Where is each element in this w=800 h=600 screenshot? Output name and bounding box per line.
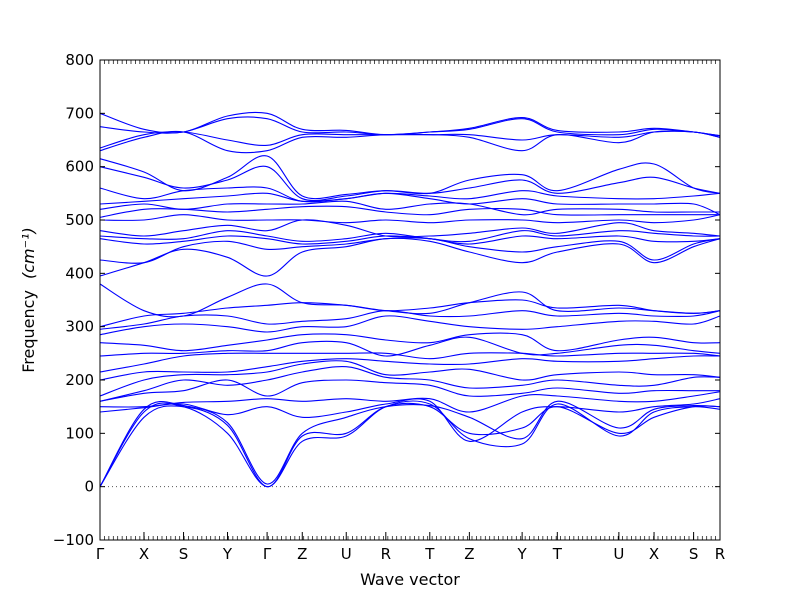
band-line-15 (99, 291, 721, 328)
y-tick-label: 100 (65, 424, 94, 442)
band-line-18 (99, 237, 721, 264)
x-tick-label: T (552, 545, 563, 563)
plot-frame (99, 59, 721, 541)
y-axis-ticks: −100 0 100 200 300 400 500 600 700 800 (53, 51, 720, 549)
x-tick-label: S (179, 545, 189, 563)
y-axis-label-unit: (cm⁻¹) (19, 227, 38, 279)
x-axis-label: Wave vector (360, 570, 460, 589)
band-line-27 (99, 165, 721, 202)
x-tick-label: U (341, 545, 352, 563)
band-line-26 (99, 186, 721, 203)
y-tick-label: 700 (65, 104, 94, 122)
x-tick-label: U (613, 545, 624, 563)
band-line-22 (99, 214, 721, 224)
y-tick-label: 0 (84, 478, 94, 496)
band-line-10 (99, 352, 721, 373)
band-line-17 (99, 237, 721, 277)
band-line-23 (99, 205, 720, 218)
y-tick-label: 400 (65, 264, 94, 282)
x-tick-label: Γ (263, 545, 272, 563)
x-tick-label: Z (297, 545, 307, 563)
band-line-13 (99, 315, 721, 336)
x-tick-label: Y (517, 545, 528, 563)
band-line-12 (99, 332, 721, 352)
band-line-8 (99, 360, 721, 397)
band-lines (99, 111, 721, 488)
y-tick-label: 600 (65, 158, 94, 176)
band-line-24 (99, 200, 720, 216)
y-tick-label: 300 (65, 318, 94, 336)
x-tick-label: X (649, 545, 659, 563)
x-tick-label: Γ (96, 545, 105, 563)
x-tick-label: X (139, 545, 149, 563)
y-tick-label: −100 (53, 531, 94, 549)
x-tick-label: Z (464, 545, 474, 563)
y-tick-label: 500 (65, 211, 94, 229)
x-tick-label: T (424, 545, 435, 563)
band-line-21 (99, 219, 721, 238)
band-line-7 (99, 366, 721, 402)
y-tick-label: 800 (65, 51, 94, 69)
band-line-9 (99, 355, 721, 381)
band-line-30 (99, 130, 721, 149)
band-line-16 (99, 283, 721, 318)
band-line-6 (99, 379, 720, 402)
band-line-3 (99, 400, 721, 487)
band-line-20 (99, 230, 721, 243)
band-line-11 (99, 336, 721, 357)
y-axis-label: Frequency (cm⁻¹) (19, 227, 38, 372)
band-line-1 (99, 400, 721, 488)
x-tick-label: S (689, 545, 699, 563)
band-line-28 (99, 155, 721, 200)
x-tick-label: R (381, 545, 391, 563)
band-line-32 (99, 111, 721, 137)
y-tick-label: 200 (65, 371, 94, 389)
y-axis-label-text: Frequency (19, 290, 38, 373)
x-tick-label: R (715, 545, 725, 563)
x-tick-label: Y (222, 545, 233, 563)
band-line-25 (99, 192, 721, 216)
band-line-2 (99, 402, 721, 488)
band-line-5 (99, 391, 721, 413)
